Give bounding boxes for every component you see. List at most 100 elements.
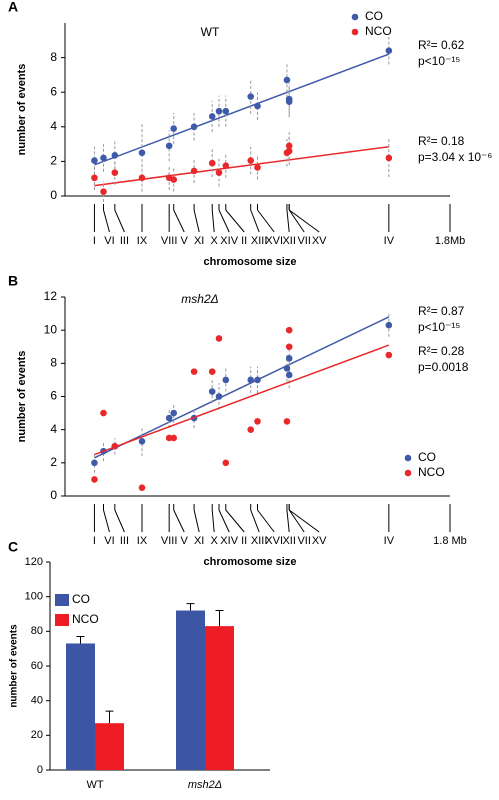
point bbox=[222, 107, 230, 115]
trend-line bbox=[94, 53, 390, 166]
point bbox=[91, 459, 98, 467]
x-axis-label: chromosome size bbox=[204, 256, 297, 268]
x-leader bbox=[288, 509, 305, 533]
x-tick-label: XIV bbox=[220, 235, 238, 247]
x-tick-label: I bbox=[93, 535, 96, 547]
point bbox=[254, 376, 261, 384]
legend-marker bbox=[351, 28, 359, 36]
x-tick-label: IX bbox=[137, 235, 148, 247]
point bbox=[285, 326, 293, 334]
x-leader bbox=[250, 209, 260, 233]
y-tick-label: 0 bbox=[37, 764, 43, 776]
x-tick-label: XIII bbox=[251, 535, 268, 547]
point bbox=[100, 188, 107, 195]
point bbox=[222, 376, 230, 384]
x-tick-label: VI bbox=[104, 235, 114, 247]
point bbox=[165, 142, 173, 150]
point bbox=[208, 159, 216, 167]
point bbox=[285, 147, 293, 155]
point bbox=[190, 368, 198, 375]
x-tick-label: XVI bbox=[265, 235, 283, 247]
x-tick-label: IX bbox=[137, 535, 148, 547]
x-tick-label: VIII bbox=[161, 235, 178, 247]
point bbox=[285, 343, 293, 351]
x-tick-label: II bbox=[241, 235, 247, 247]
legend-marker bbox=[55, 614, 69, 626]
point bbox=[138, 437, 146, 445]
y-tick-label: 6 bbox=[50, 389, 57, 403]
y-tick-label: 10 bbox=[44, 322, 58, 336]
point bbox=[215, 107, 223, 115]
point bbox=[138, 149, 146, 157]
x-leader bbox=[114, 509, 125, 533]
point bbox=[254, 164, 261, 171]
x-tick-label: 1.8 Mb bbox=[433, 535, 467, 547]
point bbox=[91, 476, 98, 483]
y-axis-label: number of events bbox=[9, 624, 20, 708]
point bbox=[190, 123, 198, 131]
point bbox=[208, 368, 216, 375]
point bbox=[222, 459, 230, 467]
x-leader bbox=[193, 509, 200, 533]
x-leader bbox=[250, 509, 260, 533]
x-tick-label: XIII bbox=[251, 235, 268, 247]
point bbox=[111, 442, 119, 450]
point bbox=[91, 174, 98, 182]
y-tick-label: 4 bbox=[50, 422, 57, 436]
annotation: p=0.0018 bbox=[418, 360, 469, 374]
x-tick-label: XV bbox=[312, 235, 327, 247]
x-leader bbox=[211, 209, 215, 233]
annotation: R²= 0.28 bbox=[418, 344, 465, 358]
x-tick-label: IV bbox=[384, 235, 395, 247]
point bbox=[385, 321, 393, 329]
annotation: p=3.04 x 10⁻⁶ bbox=[418, 150, 492, 164]
x-tick-label: msh2Δ bbox=[188, 779, 222, 791]
annotation: R²= 0.18 bbox=[418, 134, 465, 148]
x-tick-label: V bbox=[181, 535, 189, 547]
x-leader bbox=[288, 509, 320, 533]
point bbox=[247, 157, 255, 164]
x-tick-label: XII bbox=[282, 235, 295, 247]
point bbox=[285, 142, 293, 150]
point bbox=[170, 409, 178, 417]
x-tick-label: II bbox=[241, 535, 247, 547]
point bbox=[283, 418, 291, 425]
y-tick-label: 0 bbox=[50, 188, 57, 202]
x-tick-label: VII bbox=[297, 535, 310, 547]
x-leader bbox=[286, 209, 290, 233]
x-tick-label: 1.8Mb bbox=[435, 235, 466, 247]
y-tick-label: 60 bbox=[31, 660, 43, 672]
x-axis-label: chromosome size bbox=[204, 556, 297, 568]
point bbox=[165, 434, 173, 442]
y-tick-label: 100 bbox=[25, 591, 43, 603]
point bbox=[138, 484, 146, 492]
x-leader bbox=[225, 509, 245, 533]
error-bar bbox=[105, 710, 114, 724]
legend-label: NCO bbox=[418, 465, 445, 479]
y-tick-label: 40 bbox=[31, 695, 43, 707]
annotation: R²= 0.62 bbox=[418, 38, 465, 52]
point bbox=[247, 93, 255, 100]
legend-marker bbox=[351, 13, 359, 21]
bar bbox=[176, 610, 205, 770]
point bbox=[170, 125, 178, 132]
x-tick-label: I bbox=[93, 235, 96, 247]
y-tick-label: 80 bbox=[31, 625, 43, 637]
point bbox=[254, 418, 261, 425]
x-leader bbox=[286, 509, 290, 533]
x-leader bbox=[257, 509, 275, 533]
legend-label: NCO bbox=[72, 612, 99, 626]
x-leader bbox=[114, 209, 125, 233]
x-tick-label: III bbox=[120, 235, 129, 247]
point bbox=[285, 355, 293, 362]
panel-letter: A bbox=[8, 0, 18, 15]
x-leader bbox=[218, 209, 230, 233]
x-tick-label: XIV bbox=[220, 535, 238, 547]
panel-letter: C bbox=[8, 539, 18, 555]
x-tick-label: IV bbox=[384, 535, 395, 547]
point bbox=[165, 414, 173, 422]
point bbox=[247, 426, 255, 433]
trend-line bbox=[94, 316, 390, 459]
